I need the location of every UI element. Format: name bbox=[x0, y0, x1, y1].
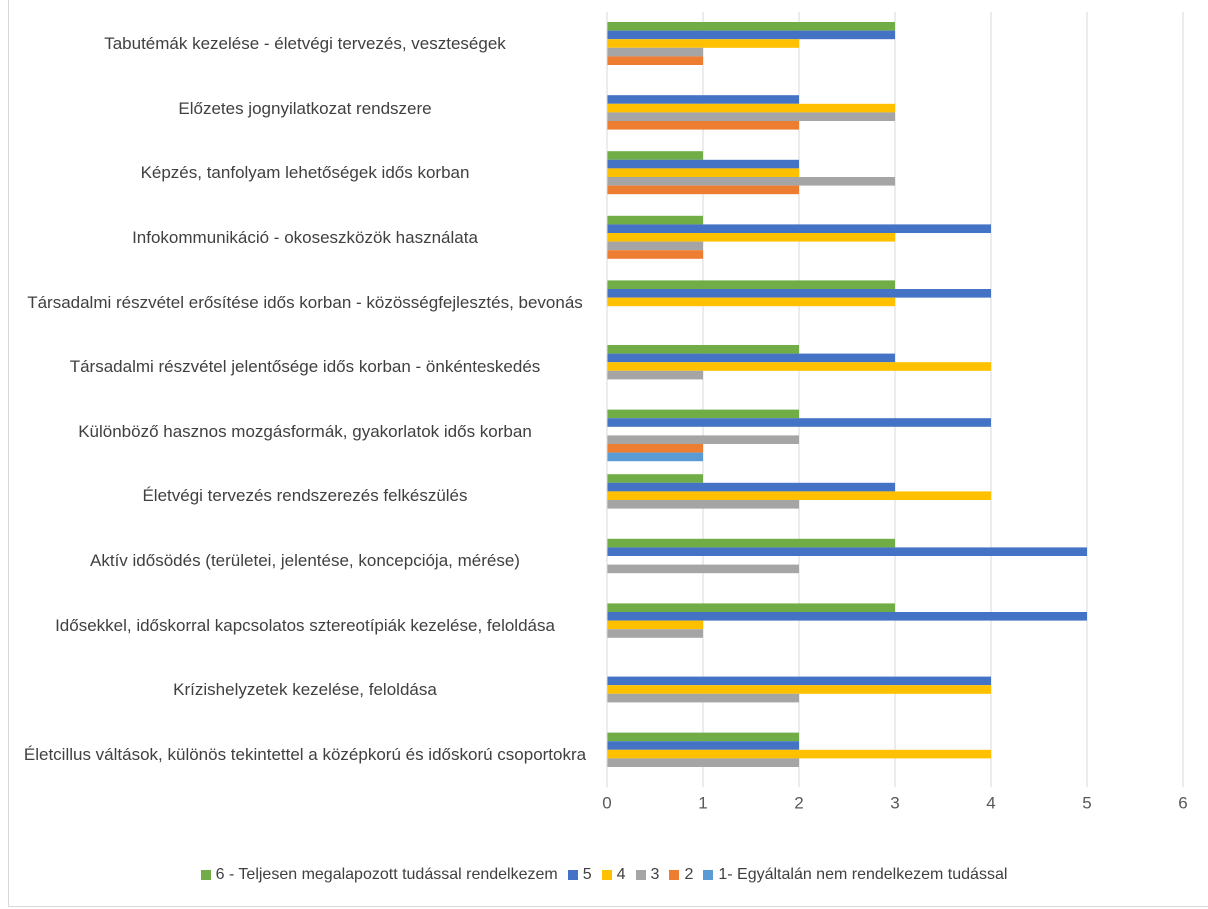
bar bbox=[607, 112, 895, 121]
bar bbox=[607, 547, 1087, 556]
bar bbox=[607, 215, 703, 225]
x-tick-label: 0 bbox=[602, 794, 611, 813]
category-label: Társadalmi részvétel jelentősége idős ko… bbox=[69, 357, 541, 377]
bar bbox=[607, 370, 703, 380]
category-label: Képzés, tanfolyam lehetőségek idős korba… bbox=[140, 163, 470, 183]
category-label: Társadalmi részvétel erősítése idős korb… bbox=[27, 292, 583, 312]
bar bbox=[607, 603, 895, 612]
bar bbox=[607, 280, 895, 289]
bar bbox=[607, 452, 703, 462]
x-tick-label: 4 bbox=[986, 794, 995, 813]
bar bbox=[607, 241, 703, 251]
bar bbox=[607, 168, 799, 177]
x-tick-label: 6 bbox=[1178, 794, 1187, 813]
legend-label: 1- Egyáltalán nem rendelkezem tudással bbox=[718, 866, 1008, 883]
category-label: Tabutémák kezelése - életvégi tervezés, … bbox=[104, 34, 506, 54]
bar bbox=[607, 22, 895, 31]
bar bbox=[607, 103, 895, 113]
category-label: Különböző hasznos mozgásformák, gyakorla… bbox=[78, 421, 532, 441]
bar bbox=[607, 758, 799, 767]
x-tick-label: 5 bbox=[1082, 794, 1091, 813]
bar bbox=[607, 444, 703, 453]
category-label: Idősekkel, időskorral kapcsolatos sztere… bbox=[55, 615, 555, 635]
bar bbox=[607, 151, 703, 160]
bar bbox=[607, 564, 799, 574]
legend-item: 5 bbox=[567, 866, 592, 884]
legend-label: 2 bbox=[684, 866, 694, 883]
bar bbox=[607, 676, 991, 686]
legend-swatch bbox=[200, 870, 211, 880]
legend-swatch bbox=[703, 870, 714, 880]
x-tick-label: 1 bbox=[698, 794, 707, 813]
legend-swatch bbox=[635, 870, 646, 880]
x-tick-label: 2 bbox=[794, 794, 803, 813]
legend-item: 2 bbox=[669, 866, 693, 884]
legend-item: 1- Egyáltalán nem rendelkezem tudással bbox=[703, 866, 1007, 884]
bar bbox=[607, 47, 703, 57]
bar bbox=[607, 620, 703, 630]
bar bbox=[607, 732, 799, 742]
bar bbox=[607, 30, 895, 40]
chart-border bbox=[8, 0, 1208, 907]
bar bbox=[607, 491, 991, 500]
bar bbox=[607, 749, 991, 759]
bar bbox=[607, 612, 1087, 621]
bar bbox=[607, 185, 799, 195]
bar bbox=[607, 482, 895, 492]
bar bbox=[607, 159, 799, 169]
bar bbox=[607, 56, 703, 65]
bar bbox=[607, 121, 799, 130]
bar bbox=[607, 250, 703, 259]
bar bbox=[607, 345, 799, 354]
bar bbox=[607, 474, 703, 483]
x-tick-label: 3 bbox=[890, 794, 899, 813]
bar bbox=[607, 435, 799, 444]
legend-item: 4 bbox=[601, 866, 626, 884]
bar bbox=[607, 538, 895, 548]
category-label: Életcillus váltások, különös tekintettel… bbox=[23, 744, 587, 764]
category-label: Krízishelyzetek kezelése, feloldása bbox=[173, 680, 437, 700]
bar bbox=[607, 362, 991, 371]
bar bbox=[607, 233, 895, 242]
bar bbox=[607, 418, 991, 427]
legend-swatch bbox=[567, 870, 578, 880]
bar bbox=[607, 95, 799, 104]
bar bbox=[607, 409, 799, 419]
legend: 6 - Teljesen megalapozott tudással rende… bbox=[0, 866, 1208, 884]
bar bbox=[607, 39, 799, 48]
legend-label: 6 - Teljesen megalapozott tudással rende… bbox=[215, 866, 558, 883]
bar bbox=[607, 289, 991, 298]
bar bbox=[607, 297, 895, 307]
category-label: Előzetes jognyilatkozat rendszere bbox=[178, 98, 432, 118]
bar bbox=[607, 500, 799, 509]
legend-swatch bbox=[601, 870, 612, 880]
bar bbox=[607, 353, 895, 363]
bar bbox=[607, 177, 895, 186]
legend-label: 4 bbox=[616, 866, 626, 883]
bar bbox=[607, 693, 799, 703]
legend-label: 3 bbox=[650, 866, 660, 883]
bar bbox=[607, 741, 799, 750]
bar bbox=[607, 629, 703, 638]
legend-label: 5 bbox=[582, 866, 592, 883]
legend-item: 3 bbox=[635, 866, 660, 884]
bar bbox=[607, 224, 991, 233]
category-label: Aktív idősödés (területei, jelentése, ko… bbox=[90, 551, 520, 571]
category-label: Életvégi tervezés rendszerezés felkészül… bbox=[142, 486, 468, 506]
category-label: Infokommunikáció - okoseszközök használa… bbox=[132, 228, 478, 248]
bar bbox=[607, 685, 991, 694]
legend-swatch bbox=[669, 870, 680, 880]
legend-item: 6 - Teljesen megalapozott tudással rende… bbox=[200, 866, 558, 884]
